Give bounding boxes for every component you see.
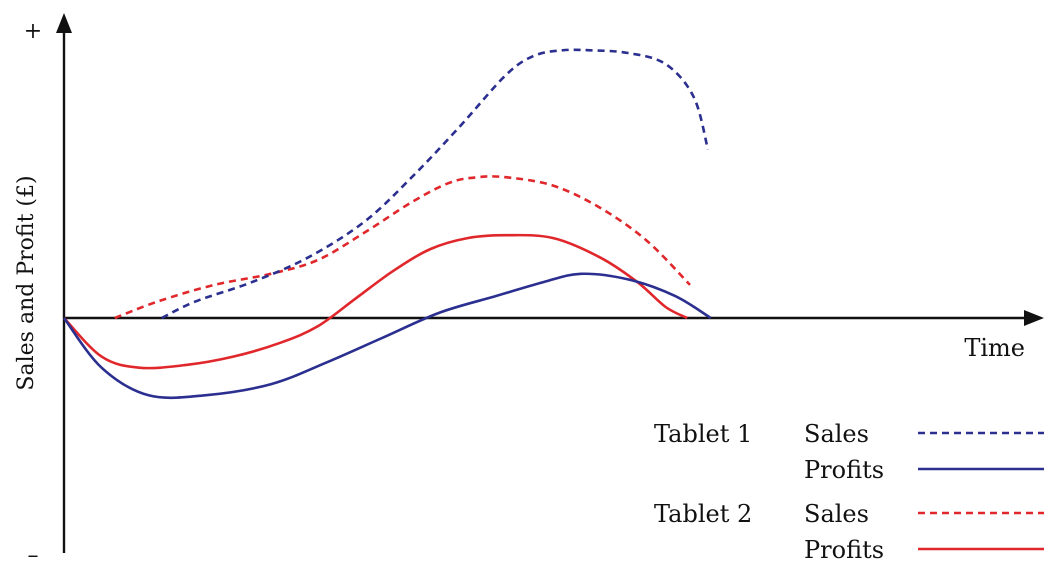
series-layer <box>62 48 712 400</box>
series-line-tablet-2-sales <box>114 175 691 320</box>
legend: Tablet 1 Sales Profits Tablet 2 Sales Pr… <box>654 420 1044 564</box>
series-line-tablet-2-profits <box>63 233 688 370</box>
y-axis-arrow <box>56 13 72 33</box>
x-axis-arrow <box>1024 310 1044 326</box>
legend-label-tablet-2-sales: Sales <box>804 500 869 528</box>
legend-label-tablet-1-profits: Profits <box>804 456 884 484</box>
y-axis-label: Sales and Profit (£) <box>14 175 39 390</box>
series-line-tablet-1-profits <box>62 272 712 400</box>
y-axis-plus-symbol: + <box>24 19 42 44</box>
y-axis-minus-symbol: – <box>28 543 39 566</box>
legend-group-label-tablet-1: Tablet 1 <box>654 420 752 448</box>
series-line-tablet-1-sales <box>161 48 710 320</box>
legend-label-tablet-2-profits: Profits <box>804 536 884 564</box>
legend-label-tablet-1-sales: Sales <box>804 420 869 448</box>
legend-group-label-tablet-2: Tablet 2 <box>654 500 752 528</box>
legend-swatches <box>918 431 1044 551</box>
x-axis-label: Time <box>964 334 1025 362</box>
